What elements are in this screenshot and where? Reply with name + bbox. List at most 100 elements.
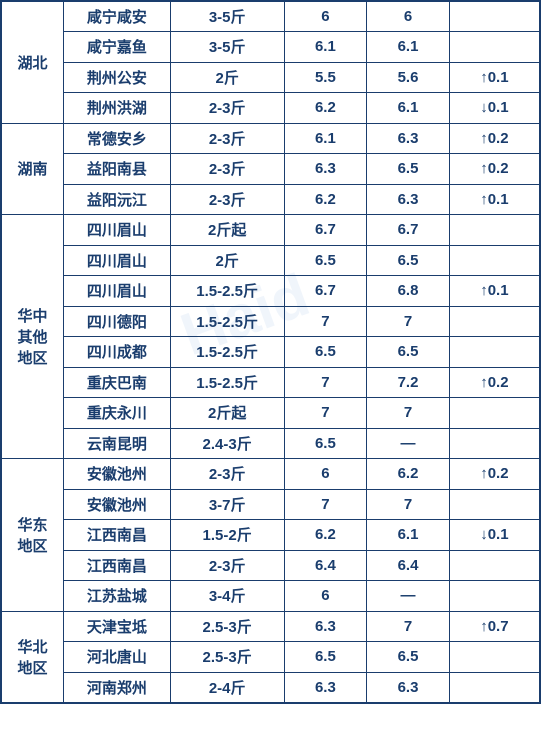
city-cell: 荆州洪湖	[63, 93, 170, 124]
price1-cell: 6.1	[284, 32, 367, 63]
spec-cell: 2-3斤	[170, 93, 284, 124]
change-value: 0.2	[488, 130, 509, 147]
spec-cell: 1.5-2斤	[170, 520, 284, 551]
region-cell: 湖南	[1, 123, 63, 215]
change-cell	[449, 581, 540, 612]
change-cell	[449, 398, 540, 429]
table-row: 重庆永川2斤起77	[1, 398, 540, 429]
city-cell: 云南昆明	[63, 428, 170, 459]
arrow-up-icon: ↑	[480, 130, 488, 147]
price2-cell: 7	[367, 611, 450, 642]
region-cell: 湖北	[1, 1, 63, 123]
city-cell: 安徽池州	[63, 459, 170, 490]
region-cell: 华东地区	[1, 459, 63, 612]
price2-cell: 6.4	[367, 550, 450, 581]
spec-cell: 2.5-3斤	[170, 611, 284, 642]
arrow-up-icon: ↑	[480, 618, 488, 635]
change-cell	[449, 32, 540, 63]
arrow-up-icon: ↑	[480, 69, 488, 86]
price2-cell: 7	[367, 398, 450, 429]
change-cell	[449, 642, 540, 673]
city-cell: 四川眉山	[63, 276, 170, 307]
city-cell: 益阳沅江	[63, 184, 170, 215]
city-cell: 重庆永川	[63, 398, 170, 429]
table-row: 江西南昌2-3斤6.46.4	[1, 550, 540, 581]
arrow-up-icon: ↑	[480, 191, 488, 208]
price1-cell: 7	[284, 306, 367, 337]
table-row: 益阳南县2-3斤6.36.5↑0.2	[1, 154, 540, 185]
price2-cell: —	[367, 581, 450, 612]
change-cell: ↑0.7	[449, 611, 540, 642]
spec-cell: 3-7斤	[170, 489, 284, 520]
city-cell: 咸宁咸安	[63, 1, 170, 32]
city-cell: 四川德阳	[63, 306, 170, 337]
change-cell: ↑0.2	[449, 154, 540, 185]
price1-cell: 6.4	[284, 550, 367, 581]
spec-cell: 2-3斤	[170, 154, 284, 185]
price2-cell: 6.3	[367, 123, 450, 154]
spec-cell: 2-3斤	[170, 550, 284, 581]
price1-cell: 6	[284, 459, 367, 490]
price2-cell: 6.5	[367, 642, 450, 673]
change-cell	[449, 337, 540, 368]
spec-cell: 2-3斤	[170, 459, 284, 490]
spec-cell: 2斤	[170, 62, 284, 93]
table-row: 湖南常德安乡2-3斤6.16.3↑0.2	[1, 123, 540, 154]
change-cell: ↑0.2	[449, 367, 540, 398]
change-cell: ↓0.1	[449, 520, 540, 551]
table-row: 荆州洪湖2-3斤6.26.1↓0.1	[1, 93, 540, 124]
city-cell: 江西南昌	[63, 550, 170, 581]
spec-cell: 3-5斤	[170, 32, 284, 63]
change-value: 0.1	[488, 99, 509, 116]
change-cell: ↓0.1	[449, 93, 540, 124]
price2-cell: 7	[367, 306, 450, 337]
price1-cell: 6.5	[284, 428, 367, 459]
price1-cell: 7	[284, 398, 367, 429]
price2-cell: 6.1	[367, 520, 450, 551]
city-cell: 荆州公安	[63, 62, 170, 93]
table-row: 河南郑州2-4斤6.36.3	[1, 672, 540, 703]
price2-cell: 6.1	[367, 32, 450, 63]
table-row: 华北地区天津宝坻2.5-3斤6.37↑0.7	[1, 611, 540, 642]
spec-cell: 2.5-3斤	[170, 642, 284, 673]
table-row: 重庆巴南1.5-2.5斤77.2↑0.2	[1, 367, 540, 398]
change-cell	[449, 306, 540, 337]
city-cell: 天津宝坻	[63, 611, 170, 642]
table-row: 华中其他地区四川眉山2斤起6.76.7	[1, 215, 540, 246]
price1-cell: 6.3	[284, 154, 367, 185]
change-cell	[449, 550, 540, 581]
region-cell: 华中其他地区	[1, 215, 63, 459]
price1-cell: 7	[284, 367, 367, 398]
table-row: 四川成都1.5-2.5斤6.56.5	[1, 337, 540, 368]
arrow-up-icon: ↑	[480, 374, 488, 391]
table-row: 咸宁嘉鱼3-5斤6.16.1	[1, 32, 540, 63]
arrow-up-icon: ↑	[480, 282, 488, 299]
change-cell	[449, 489, 540, 520]
price2-cell: 6	[367, 1, 450, 32]
change-value: 0.2	[488, 465, 509, 482]
spec-cell: 1.5-2.5斤	[170, 306, 284, 337]
price1-cell: 7	[284, 489, 367, 520]
change-cell: ↑0.1	[449, 62, 540, 93]
price2-cell: 6.5	[367, 154, 450, 185]
spec-cell: 2-4斤	[170, 672, 284, 703]
change-value: 0.2	[488, 160, 509, 177]
table-row: 安徽池州3-7斤77	[1, 489, 540, 520]
region-cell: 华北地区	[1, 611, 63, 703]
spec-cell: 3-5斤	[170, 1, 284, 32]
price1-cell: 5.5	[284, 62, 367, 93]
price1-cell: 6.5	[284, 642, 367, 673]
city-cell: 四川眉山	[63, 215, 170, 246]
change-value: 0.1	[488, 191, 509, 208]
spec-cell: 2斤起	[170, 215, 284, 246]
table-row: 河北唐山2.5-3斤6.56.5	[1, 642, 540, 673]
price2-cell: 7.2	[367, 367, 450, 398]
spec-cell: 2.4-3斤	[170, 428, 284, 459]
price1-cell: 6.5	[284, 337, 367, 368]
price1-cell: 6	[284, 581, 367, 612]
price1-cell: 6.7	[284, 276, 367, 307]
city-cell: 四川眉山	[63, 245, 170, 276]
price1-cell: 6.3	[284, 672, 367, 703]
price2-cell: 7	[367, 489, 450, 520]
city-cell: 江苏盐城	[63, 581, 170, 612]
